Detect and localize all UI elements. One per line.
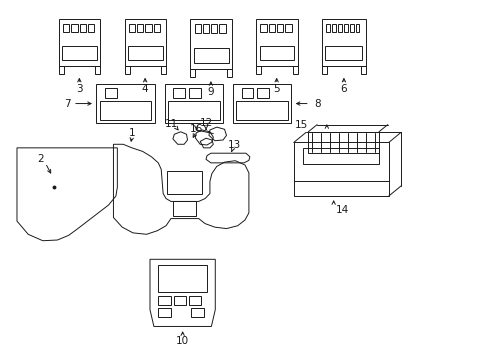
Bar (79, 24, 86, 32)
Text: 9: 9 (208, 87, 214, 97)
Bar (173, 88, 185, 98)
Bar (191, 19, 232, 68)
Bar (285, 24, 292, 32)
Bar (173, 296, 186, 305)
Bar (233, 84, 291, 123)
Bar (100, 101, 151, 120)
Bar (173, 202, 196, 216)
Bar (194, 48, 228, 63)
Text: 13: 13 (228, 140, 241, 150)
Bar (137, 24, 144, 32)
Text: 3: 3 (76, 84, 83, 94)
Bar (260, 24, 267, 32)
Bar (260, 46, 294, 60)
Bar (59, 66, 64, 74)
Bar (167, 171, 202, 194)
Bar (326, 24, 330, 32)
Bar (124, 66, 130, 74)
Bar (322, 19, 366, 66)
Text: 8: 8 (314, 99, 320, 109)
Bar (128, 46, 163, 60)
Bar (88, 24, 94, 32)
Bar (189, 88, 201, 98)
Bar (154, 24, 160, 32)
Bar (361, 66, 366, 74)
Bar (356, 24, 360, 32)
Bar (220, 24, 226, 33)
Bar (72, 24, 77, 32)
Bar (96, 66, 100, 74)
Bar (158, 296, 171, 305)
Bar (322, 66, 327, 74)
Text: 16: 16 (190, 124, 203, 134)
Bar (236, 101, 288, 120)
Bar (146, 24, 152, 32)
Bar (256, 66, 261, 74)
Bar (269, 24, 275, 32)
Bar (62, 46, 97, 60)
Bar (325, 46, 362, 60)
Text: 10: 10 (176, 336, 189, 346)
Bar (203, 24, 209, 33)
Bar (161, 66, 166, 74)
Bar (242, 88, 253, 98)
Text: 5: 5 (273, 84, 280, 94)
Bar (294, 143, 389, 196)
Bar (105, 88, 117, 98)
Bar (211, 24, 218, 33)
Text: 2: 2 (37, 154, 44, 164)
Text: 12: 12 (199, 118, 213, 128)
Bar (277, 24, 283, 32)
Bar (97, 84, 155, 123)
Bar (227, 68, 232, 77)
Bar (191, 68, 196, 77)
Bar (158, 308, 171, 317)
Bar (191, 308, 204, 317)
Bar (59, 19, 100, 66)
Bar (350, 24, 354, 32)
Bar (344, 24, 348, 32)
Bar (124, 19, 166, 66)
Bar (257, 88, 269, 98)
Text: 4: 4 (142, 84, 148, 94)
Bar (158, 265, 207, 292)
Bar (129, 24, 135, 32)
Bar (332, 24, 336, 32)
Text: 6: 6 (341, 84, 347, 94)
Bar (338, 24, 342, 32)
Bar (256, 19, 297, 66)
Text: 11: 11 (165, 119, 178, 129)
Bar (189, 296, 201, 305)
Text: 1: 1 (129, 128, 135, 138)
Bar (165, 84, 223, 123)
Text: 15: 15 (295, 120, 308, 130)
Bar (63, 24, 70, 32)
Bar (195, 24, 201, 33)
Bar (168, 101, 220, 120)
Text: 14: 14 (336, 204, 349, 215)
Bar (303, 148, 379, 164)
Text: 7: 7 (64, 99, 71, 109)
Bar (308, 132, 379, 153)
Bar (293, 66, 297, 74)
